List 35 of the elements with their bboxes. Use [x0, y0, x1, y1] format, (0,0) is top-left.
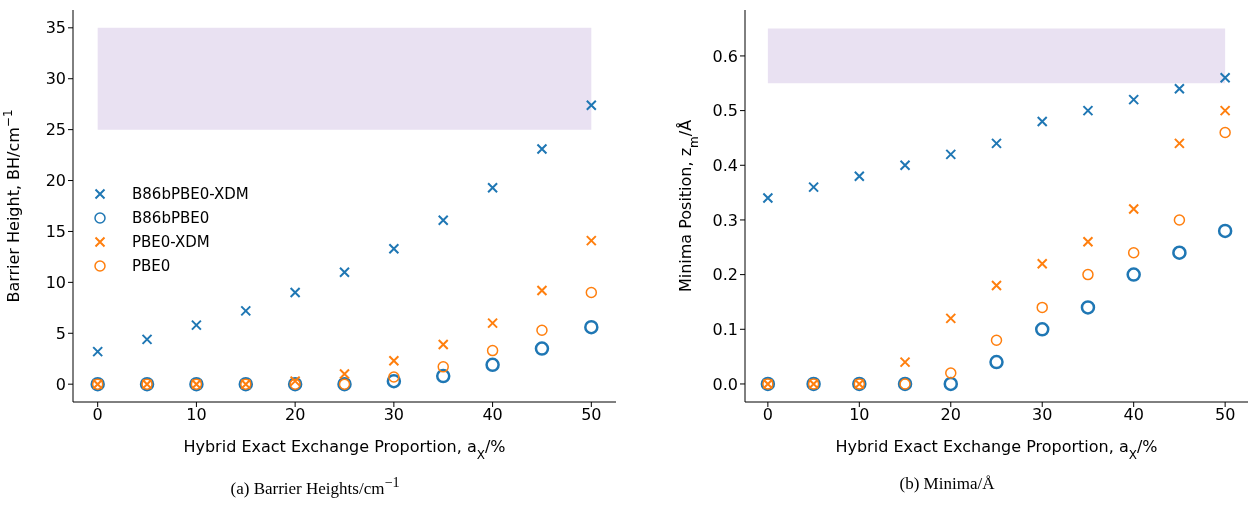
x-tick-label: 0 [762, 405, 773, 425]
text: (a) Barrier Heights/cm$^{−1}$ [229, 474, 401, 499]
legend-label: PBE0-XDM [132, 233, 210, 251]
y-tick-label: 5 [55, 323, 66, 343]
y-tick-label: 25 [45, 120, 66, 140]
x-axis-title: Hybrid Exact Exchange Proportion, a$_{X}$/% [835, 437, 1158, 462]
x-tick-label: 10 [186, 405, 207, 425]
legend-label: B86bPBE0 [132, 209, 210, 227]
y-tick-label: 0.4 [712, 155, 738, 175]
y-tick-label: 0.2 [712, 265, 738, 285]
x-tick-label: 40 [482, 405, 503, 425]
y-tick-label: 20 [45, 171, 66, 191]
x-tick-label: 0 [92, 405, 103, 425]
y-tick-label: 0.0 [712, 374, 738, 394]
y-tick-label: 0.6 [712, 46, 738, 66]
legend-label: PBE0 [132, 257, 171, 275]
x-tick-label: 20 [284, 405, 306, 425]
x-axis-title: Hybrid Exact Exchange Proportion, a$_{X}$/% [183, 437, 506, 462]
x-tick-label: 10 [849, 405, 870, 425]
y-tick-label: 30 [45, 69, 66, 89]
y-tick-label: 0.5 [712, 101, 738, 121]
y-tick-label: 0.3 [712, 210, 738, 230]
x-tick-label: 50 [1214, 405, 1236, 425]
x-tick-label: 30 [1032, 405, 1053, 425]
y-tick-label: 10 [45, 273, 66, 293]
y-tick-label: 35 [45, 18, 66, 38]
text: (b) Minima/Å [898, 474, 996, 494]
legend-label: B86bPBE0-XDM [132, 185, 249, 203]
y-tick-label: 0.1 [712, 319, 738, 339]
y-tick-label: 0 [55, 374, 66, 394]
x-tick-label: 50 [581, 405, 602, 425]
y-tick-label: 15 [45, 222, 66, 242]
x-tick-label: 20 [940, 405, 961, 425]
x-tick-label: 40 [1123, 405, 1144, 425]
x-tick-label: 30 [383, 405, 405, 425]
